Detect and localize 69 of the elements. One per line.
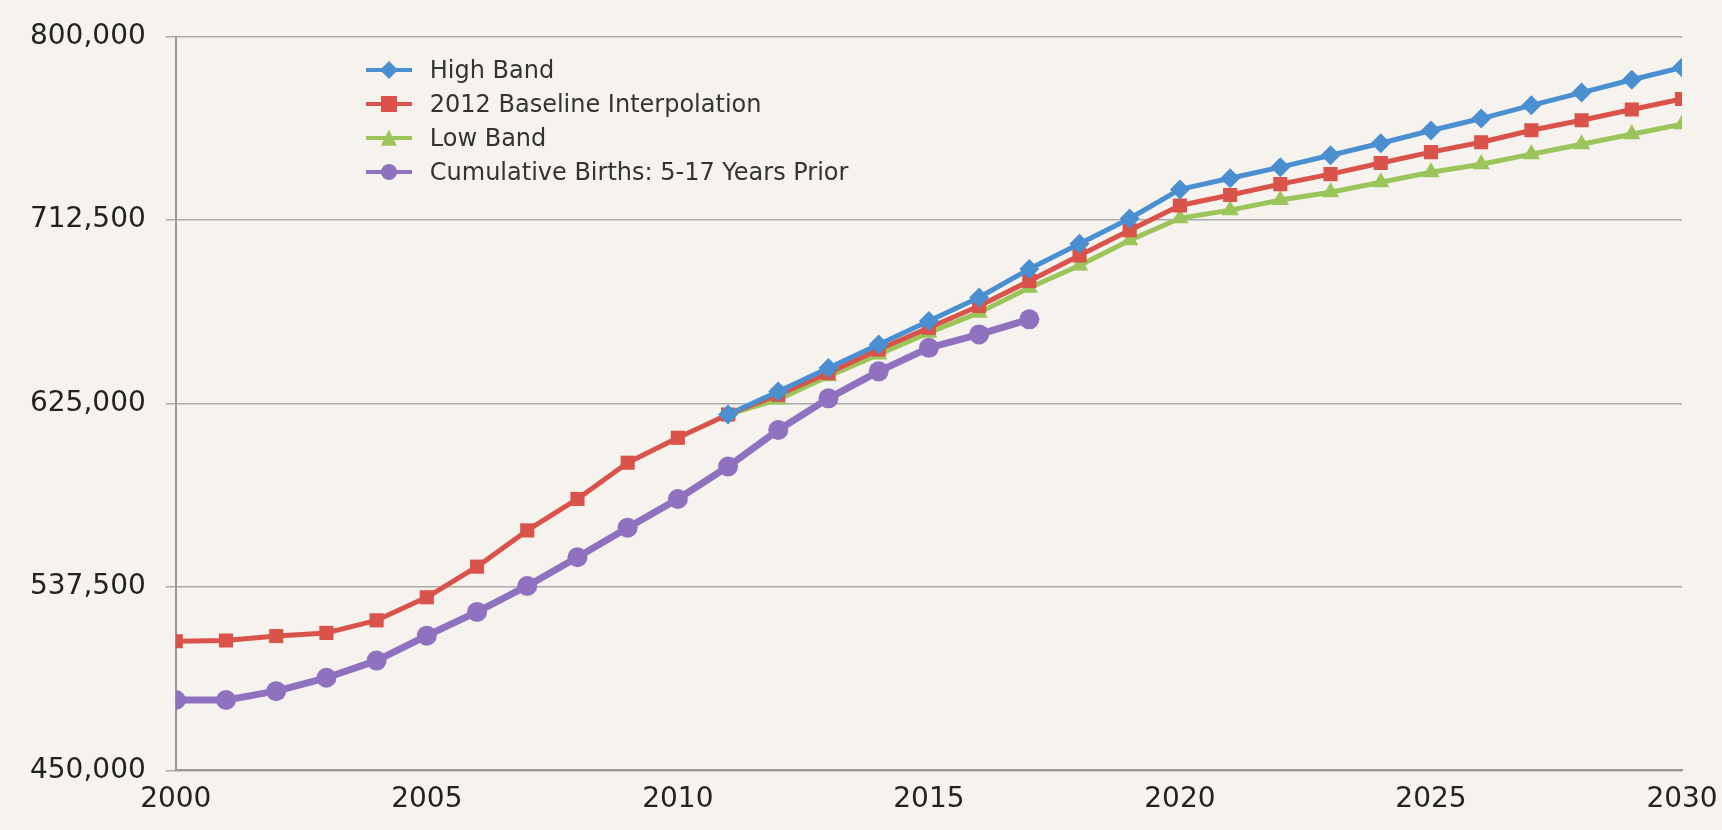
point [369,613,384,628]
legend-label: High Band [429,54,555,86]
point [818,357,839,378]
point [969,287,990,308]
point [620,455,635,470]
point [366,650,387,671]
point [1521,95,1542,116]
point [667,488,688,509]
point [1119,208,1140,229]
y-tick-label: 625,000 [29,384,146,418]
point [567,547,588,568]
point [1423,145,1439,160]
point [868,361,889,382]
point [1624,102,1639,117]
point [419,590,434,605]
point [718,456,739,477]
y-tick-label: 800,000 [29,18,146,52]
legend-label: Cumulative Births: 5-17 Years Prior [429,156,849,188]
point [469,559,485,574]
point [868,334,889,355]
point [768,420,789,441]
point [1474,135,1489,150]
point [1370,133,1391,154]
x-tick-label: 2020 [1144,781,1216,815]
point [670,430,685,445]
point [1270,157,1291,178]
point [1273,177,1288,192]
point [520,523,535,538]
point [768,381,789,402]
point [316,667,337,688]
point [1524,123,1539,138]
point [1069,233,1090,254]
point [1320,145,1341,166]
point [1169,179,1190,200]
point [215,689,236,710]
point [918,337,939,358]
y-tick-label: 712,500 [29,201,146,235]
x-tick-label: 2005 [391,781,463,815]
point [517,575,538,596]
legend-label: Low Band [429,122,547,154]
point [1571,82,1592,103]
point [467,601,488,622]
point [266,681,287,702]
point [1019,309,1040,330]
x-tick-label: 2025 [1395,781,1467,815]
x-tick-label: 2015 [893,781,965,815]
point [1621,69,1642,90]
point [1220,168,1241,189]
legend-label: 2012 Baseline Interpolation [429,88,762,120]
x-tick-label: 2010 [642,781,714,815]
x-tick-label: 2030 [1646,781,1718,815]
point [969,324,990,345]
point [218,633,234,648]
point [1471,108,1492,129]
point [269,628,284,644]
point [818,388,839,409]
point [918,311,939,332]
point [1373,155,1388,171]
point [1019,259,1040,280]
point [319,625,334,640]
point [570,491,585,507]
point [1420,120,1441,141]
y-tick-label: 537,500 [29,568,146,602]
point [1574,113,1589,128]
point [1172,198,1187,213]
point [1223,187,1238,203]
point [416,625,437,646]
point [1323,167,1338,182]
point [617,517,638,538]
